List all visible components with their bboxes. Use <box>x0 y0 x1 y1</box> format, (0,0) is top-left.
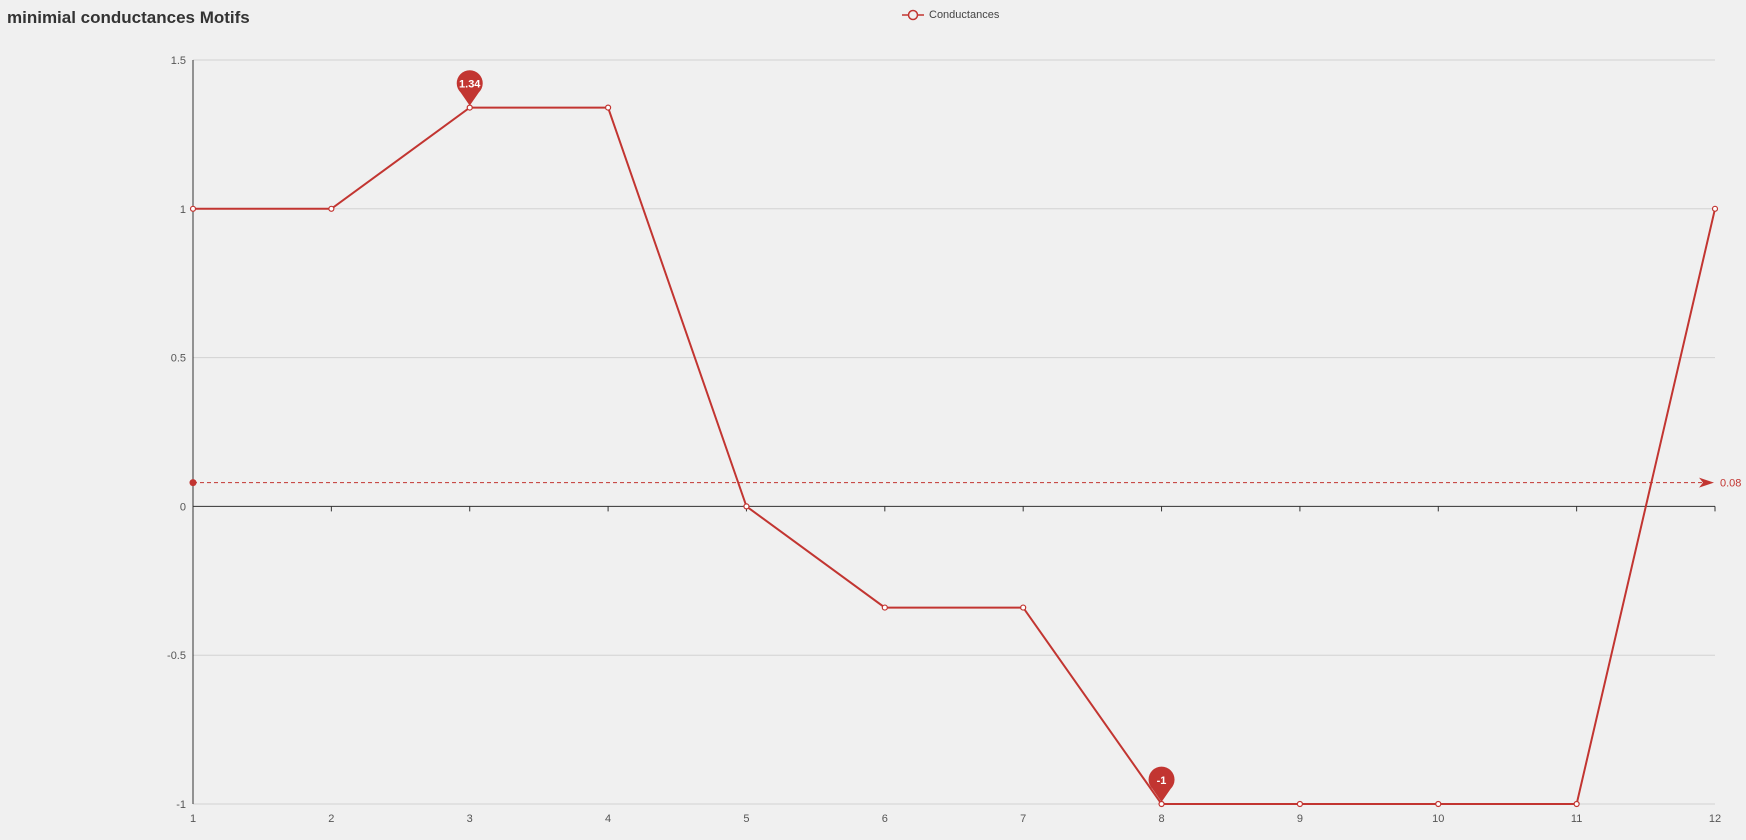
x-tick-label: 11 <box>1571 813 1582 825</box>
y-tick-label: 0.5 <box>171 353 186 365</box>
y-tick-label: -1 <box>176 799 186 811</box>
mark-point-pin-icon <box>456 70 483 106</box>
x-tick-label: 8 <box>1158 813 1164 825</box>
x-tick-label: 9 <box>1297 813 1303 825</box>
x-tick-label: 1 <box>190 813 196 825</box>
mark-line-arrow-icon <box>1699 477 1714 488</box>
mark-points: 1.34 -1 <box>456 70 1175 802</box>
data-point <box>1020 604 1027 611</box>
x-tick-label: 10 <box>1432 813 1444 825</box>
axes: 1.510.50-0.5-11 2 3 4 5 6 7 8 9 10 11 12 <box>167 55 1721 825</box>
data-point <box>189 205 197 212</box>
data-point <box>1573 800 1580 808</box>
x-tick-label: 12 <box>1709 813 1721 825</box>
mark-point-pin-icon <box>1148 766 1175 802</box>
x-tick-label: 3 <box>467 813 473 825</box>
legend-label: Conductances <box>929 9 1000 21</box>
data-point <box>328 205 335 212</box>
y-tick-label: 0 <box>180 501 186 513</box>
data-point <box>1711 205 1719 212</box>
data-point <box>1158 800 1165 808</box>
mark-line-label: 0.08 <box>1720 478 1741 490</box>
x-tick-label: 6 <box>882 813 888 825</box>
data-point <box>604 104 612 111</box>
y-tick-label: -0.5 <box>167 650 186 662</box>
mark-line: 0.08 <box>189 477 1741 490</box>
mark-point-label: -1 <box>1157 775 1167 787</box>
grid-lines <box>193 59 1715 805</box>
x-tick-label: 4 <box>605 813 611 825</box>
series-layer <box>189 104 1719 808</box>
data-point <box>743 503 750 510</box>
chart-title: minimial conductances Motifs <box>7 8 250 27</box>
y-tick-label: 1 <box>180 204 186 216</box>
series-line-conductances <box>193 106 1716 805</box>
legend-item-conductances[interactable]: Conductances <box>902 8 999 22</box>
x-tick-label: 5 <box>743 813 749 825</box>
data-point <box>466 104 473 111</box>
x-tick-label: 7 <box>1020 813 1026 825</box>
data-point <box>881 604 888 611</box>
y-tick-label: 1.5 <box>171 55 186 67</box>
data-point <box>1296 800 1304 808</box>
x-tick-label: 2 <box>328 813 334 825</box>
data-point <box>1435 800 1442 808</box>
mark-point-label: 1.34 <box>459 79 481 91</box>
legend-line-circle-icon <box>902 9 924 21</box>
